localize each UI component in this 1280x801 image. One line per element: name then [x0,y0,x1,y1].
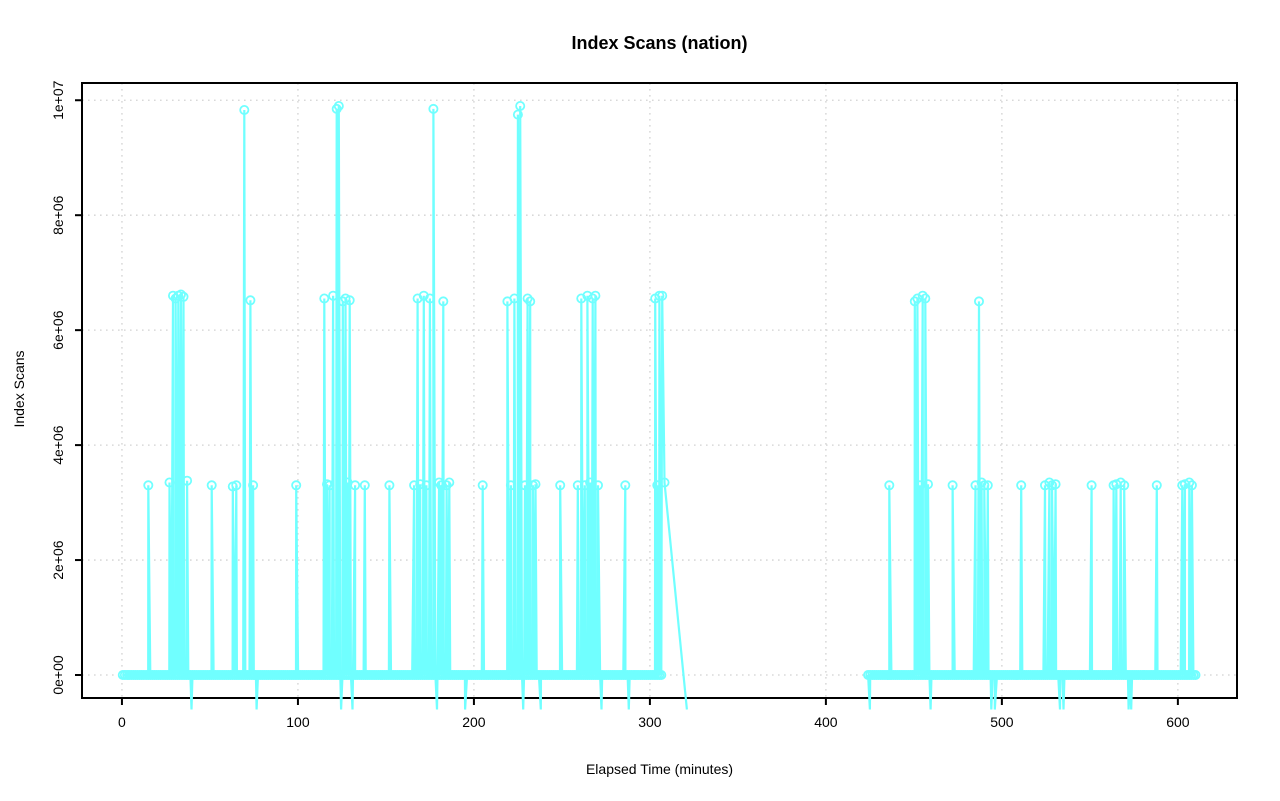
data-point-marker [415,479,426,490]
data-point-marker [512,109,523,120]
data-point-marker [248,480,259,491]
data-point-marker [328,290,339,301]
x-tick-label: 200 [462,714,486,730]
data-point-marker [441,480,452,491]
data-point-marker [359,480,370,491]
data-point-marker [587,293,598,304]
data-point-marker [620,480,631,491]
x-tick-label: 0 [118,714,126,730]
plot-box [81,82,1238,699]
data-point-marker [555,480,566,491]
data-point-marker [206,480,217,491]
data-point-marker [182,475,193,486]
data-point-marker [324,480,335,491]
data-point-marker [515,101,526,112]
data-point-marker [579,480,590,491]
data-point-marker [979,480,990,491]
data-point-marker [337,296,348,307]
data-point-marker [1190,670,1201,681]
series-line [122,105,1196,710]
data-point-marker [344,295,355,306]
data-point-marker [1179,479,1190,490]
data-point-marker [477,480,488,491]
data-point-marker [291,480,302,491]
data-point-marker [974,296,985,307]
data-point-marker [656,670,667,681]
x-tick-label: 100 [286,714,310,730]
y-tick-label: 2e+06 [50,540,66,580]
data-point-marker [384,480,395,491]
data-point-marker [505,480,516,491]
x-tick-label: 400 [814,714,838,730]
series-markers [117,101,1201,681]
data-point-marker [1186,480,1197,491]
data-point-marker [522,293,533,304]
x-tick-label: 500 [990,714,1014,730]
data-point-marker [1050,479,1061,490]
data-point-marker [438,296,449,307]
data-point-marker [530,479,541,490]
data-point-marker [1119,480,1130,491]
data-point-marker [245,295,256,306]
data-point-marker [333,101,344,112]
data-point-marker [444,477,455,488]
chart-title: Index Scans (nation) [571,33,748,53]
data-point-marker [657,290,668,301]
y-tick-label: 1e+07 [50,80,66,120]
data-point-marker [920,293,931,304]
data-point-marker [923,479,934,490]
data-point-marker [428,103,439,114]
x-axis-label: Elapsed Time (minutes) [585,761,734,777]
data-point-marker [239,105,250,116]
y-axis-label: Index Scans [11,350,27,428]
y-tick-label: 4e+06 [50,425,66,465]
data-point-marker [659,477,670,488]
data-point-marker [319,293,330,304]
data-point-marker [884,480,895,491]
data-point-marker [909,296,920,307]
data-point-marker [1184,477,1195,488]
data-point-marker [164,477,175,488]
axes: 0 100 200 300 400 500 600 0e+00 2e+06 4e+06 6e+06 8… [50,80,1238,730]
data-point-marker [1016,480,1027,491]
data-point-marker [1151,480,1162,491]
data-point-marker [175,289,186,300]
data-point-marker [143,480,154,491]
data-point-marker [350,480,361,491]
data-point-marker [409,480,420,491]
data-point-marker [1044,477,1055,488]
data-point-marker [593,480,604,491]
data-point-marker [509,293,520,304]
data-point-marker [982,480,993,491]
data-point-marker [590,290,601,301]
data-point-marker [1086,480,1097,491]
y-tick-label: 6e+06 [50,310,66,350]
y-tick-label: 0e+00 [50,655,66,695]
data-point-marker [917,290,928,301]
x-tick-label: 600 [1166,714,1190,730]
data-point-marker [947,480,958,491]
y-tick-label: 8e+06 [50,195,66,235]
data-point-marker [424,293,435,304]
data-point-marker [178,291,189,302]
data-point-marker [421,480,432,491]
data-point-marker [231,480,242,491]
data-point-marker [525,296,536,307]
data-point-marker [572,480,583,491]
x-tick-label: 300 [638,714,662,730]
